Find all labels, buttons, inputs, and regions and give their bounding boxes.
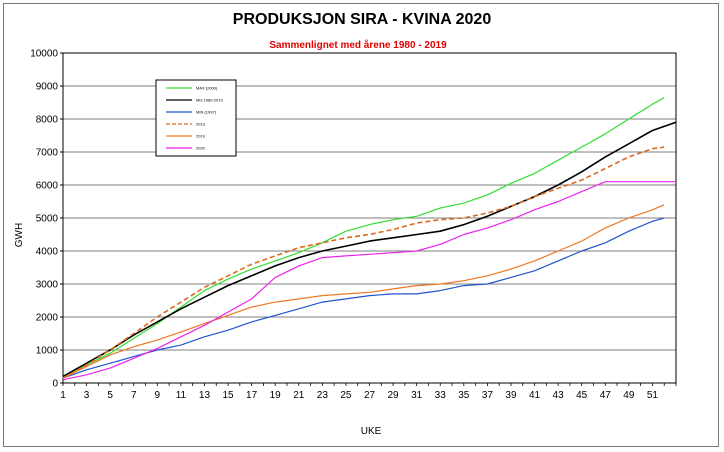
x-tick-label-13: 27 xyxy=(364,390,376,401)
series-line-3 xyxy=(62,146,665,379)
x-tick-label-18: 37 xyxy=(482,390,494,401)
x-tick-label-12: 25 xyxy=(340,390,352,401)
y-tick-label-2: 2000 xyxy=(36,313,59,324)
legend-label-0: MAX (2000) xyxy=(196,86,218,91)
x-tick-label-2: 5 xyxy=(107,390,113,401)
x-tick-label-9: 19 xyxy=(270,390,282,401)
y-tick-label-5: 5000 xyxy=(36,214,59,225)
x-tick-label-6: 13 xyxy=(199,390,211,401)
x-tick-label-14: 29 xyxy=(388,390,400,401)
legend-label-5: 2020 xyxy=(196,146,206,151)
chart-frame xyxy=(3,3,719,447)
y-tick-label-3: 3000 xyxy=(36,280,59,291)
x-tick-label-25: 51 xyxy=(647,390,659,401)
y-tick-label-1: 1000 xyxy=(36,346,59,357)
x-tick-label-4: 9 xyxy=(155,390,161,401)
x-tick-label-11: 23 xyxy=(317,390,329,401)
series-line-1 xyxy=(62,121,677,378)
gridlines xyxy=(63,52,676,351)
x-tick-label-19: 39 xyxy=(505,390,517,401)
legend-label-2: MIN (1997) xyxy=(196,110,217,115)
y-tick-label-10: 10000 xyxy=(30,49,58,60)
x-tick-label-16: 33 xyxy=(435,390,447,401)
legend-label-3: 2013 xyxy=(196,122,206,127)
legend-box xyxy=(155,79,237,157)
x-tick-label-8: 17 xyxy=(246,390,258,401)
x-tick-label-21: 43 xyxy=(553,390,565,401)
x-tick-label-10: 21 xyxy=(293,390,305,401)
x-tick-label-17: 35 xyxy=(458,390,470,401)
series-line-2 xyxy=(62,217,665,379)
y-tick-label-6: 6000 xyxy=(36,181,59,192)
series-line-4 xyxy=(62,204,665,379)
y-tick-label-8: 8000 xyxy=(36,115,59,126)
y-tick-label-4: 4000 xyxy=(36,247,59,258)
x-tick-label-1: 3 xyxy=(84,390,90,401)
series-lines xyxy=(62,97,677,381)
chart-subtitle: Sammenlignet med årene 1980 - 2019 xyxy=(269,39,447,51)
x-tick-label-20: 41 xyxy=(529,390,541,401)
legend-label-1: Mid 1980-2019 xyxy=(196,98,223,103)
x-tick-label-22: 45 xyxy=(576,390,588,401)
x-tick-label-3: 7 xyxy=(131,390,137,401)
x-tick-label-7: 15 xyxy=(222,390,234,401)
y-axis-ticks: 0 1000 2000 3000 4000 5000 6000 7000 8000 9000 100… xyxy=(30,49,63,390)
x-axis-ticks: 1 3 5 7 9 11 13 15 17 19 21 23 25 27 29 31 33 35 37 39 41 43 4… xyxy=(60,383,677,401)
x-tick-label-15: 31 xyxy=(411,390,423,401)
x-tick-label-0: 1 xyxy=(60,390,66,401)
x-tick-label-5: 11 xyxy=(176,390,187,401)
x-tick-label-24: 49 xyxy=(623,390,635,401)
x-axis-label: UKE xyxy=(361,426,382,437)
series-line-5 xyxy=(62,181,676,381)
x-tick-label-23: 47 xyxy=(600,390,612,401)
y-tick-label-7: 7000 xyxy=(36,148,59,159)
y-axis-label: GWH xyxy=(14,223,25,247)
legend: MAX (2000) Mid 1980-2019 MIN (1997) 2013 201… xyxy=(155,79,237,157)
series-line-0 xyxy=(62,97,665,377)
legend-label-4: 2019 xyxy=(196,134,206,139)
y-tick-label-9: 9000 xyxy=(36,82,59,93)
y-tick-label-0: 0 xyxy=(52,379,58,390)
chart-title: PRODUKSJON SIRA - KVINA 2020 xyxy=(233,11,492,28)
